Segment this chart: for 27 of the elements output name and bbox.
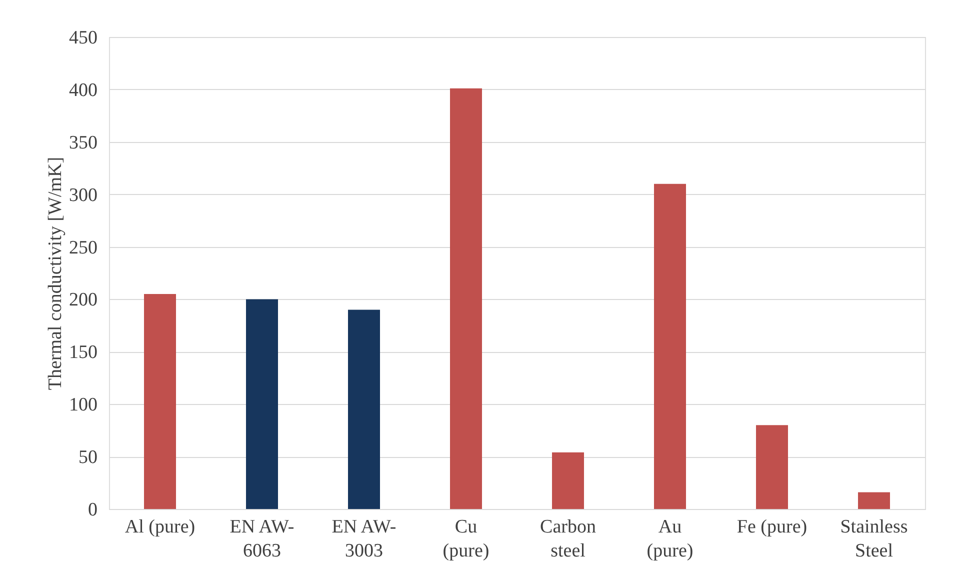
y-tick-label: 50	[78, 447, 98, 468]
bar	[246, 299, 278, 509]
y-axis-title: Thermal conductivity [W/mK]	[45, 156, 66, 390]
y-tick-label: 0	[88, 500, 98, 520]
bar	[450, 88, 482, 509]
y-tick-label: 100	[69, 394, 98, 416]
y-tick-label: 350	[69, 132, 98, 154]
x-tick-label: Cu (pure)	[442, 516, 490, 562]
bar	[552, 452, 584, 509]
bar	[654, 184, 686, 509]
y-tick-label: 450	[69, 28, 98, 48]
bar	[144, 294, 176, 509]
y-tick-label: 150	[69, 342, 98, 364]
y-tick-label: 250	[69, 237, 98, 258]
x-tick-label: EN AW- 3003	[332, 516, 396, 562]
x-tick-label: Stainless Steel	[840, 516, 908, 562]
x-tick-label: Carbon steel	[540, 516, 596, 562]
bar	[756, 425, 788, 509]
y-tick-label: 400	[69, 80, 98, 101]
x-tick-label: Al (pure)	[124, 516, 196, 538]
bar	[348, 310, 380, 509]
x-tick-label: EN AW- 6063	[230, 516, 294, 562]
bar	[858, 492, 890, 509]
x-tick-label: Au (pure)	[646, 516, 694, 562]
y-tick-label: 200	[69, 290, 98, 311]
y-tick-label: 300	[69, 184, 98, 206]
x-tick-label: Fe (pure)	[736, 516, 808, 538]
